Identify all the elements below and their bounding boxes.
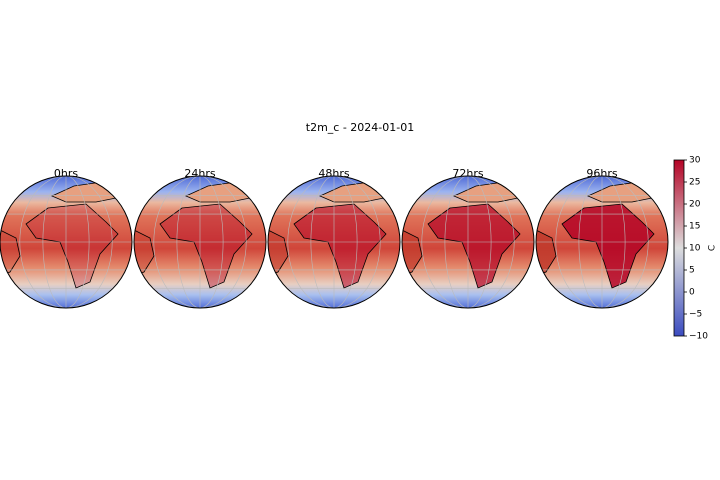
colorbar-tick-label: 10 bbox=[689, 244, 701, 254]
colorbar-tick-label: −5 bbox=[689, 310, 702, 320]
africa bbox=[561, 203, 655, 289]
globe-map bbox=[134, 176, 266, 308]
colorbar bbox=[673, 159, 685, 337]
colorbar-tick-label: 20 bbox=[689, 200, 701, 210]
south-america bbox=[402, 229, 423, 277]
globe bbox=[401, 175, 535, 309]
colorbar-tick-label: −10 bbox=[689, 332, 708, 342]
south-america bbox=[268, 229, 289, 277]
colorbar-tick-label: 5 bbox=[689, 266, 695, 276]
colorbar-tick-label: 25 bbox=[689, 178, 700, 188]
globe-map bbox=[0, 176, 132, 308]
colorbar-label: C bbox=[708, 245, 718, 251]
south-america bbox=[536, 229, 557, 277]
colorbar-tick-label: 0 bbox=[689, 288, 695, 298]
south-america bbox=[134, 229, 155, 277]
south-america bbox=[0, 229, 21, 277]
africa bbox=[159, 203, 253, 289]
globe-outline bbox=[535, 175, 669, 309]
globe bbox=[0, 175, 133, 309]
globe-map bbox=[402, 176, 534, 308]
globe bbox=[133, 175, 267, 309]
globe-outline bbox=[133, 175, 267, 309]
colorbar-tick-label: 30 bbox=[689, 156, 701, 166]
globe-outline bbox=[0, 175, 133, 309]
globe-map bbox=[268, 176, 400, 308]
figure-title: t2m_c - 2024-01-01 bbox=[306, 121, 414, 134]
panels: 0hrs 24hrs 48hrs 72hrs 96hrs bbox=[0, 167, 669, 309]
colorbar-tick-label: 15 bbox=[689, 222, 700, 232]
globe bbox=[267, 175, 401, 309]
africa bbox=[427, 203, 521, 289]
globe bbox=[535, 175, 669, 309]
globe-map bbox=[536, 176, 668, 308]
colorbar-ticks: −10 −5 0 5 10 15 20 25 30 bbox=[684, 156, 708, 342]
globe-outline bbox=[401, 175, 535, 309]
globe-outline bbox=[267, 175, 401, 309]
africa bbox=[25, 203, 119, 289]
africa bbox=[293, 203, 387, 289]
